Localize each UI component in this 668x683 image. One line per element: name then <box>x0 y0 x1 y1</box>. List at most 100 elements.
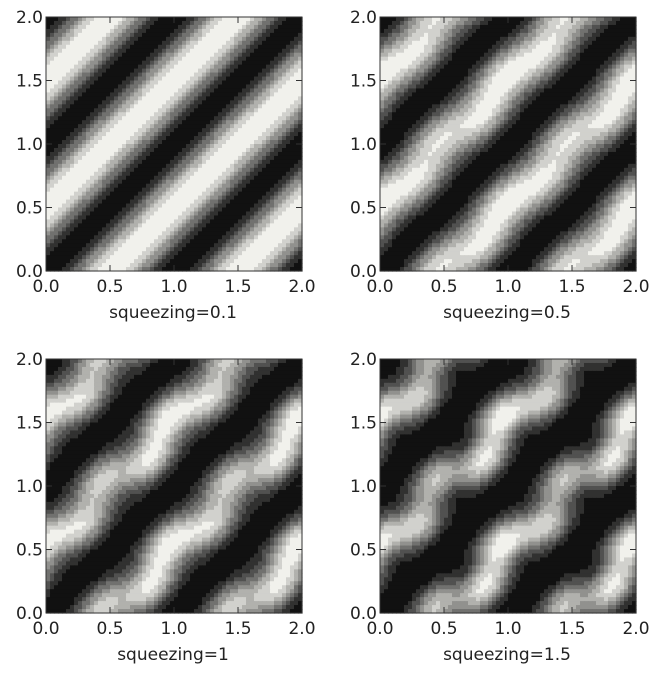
x-tick-label: 0.0 <box>32 277 59 297</box>
contour-cell <box>408 52 413 58</box>
contour-cell <box>226 255 231 260</box>
contour-cell <box>234 32 239 38</box>
contour-cell <box>70 116 75 121</box>
contour-cell <box>218 128 223 133</box>
contour-cell <box>238 263 243 268</box>
contour-cell <box>250 243 255 248</box>
contour-cell <box>70 163 75 169</box>
contour-cell <box>162 72 167 78</box>
contour-cell <box>166 231 171 236</box>
contour-cell <box>86 163 91 169</box>
contour-cell <box>254 88 259 94</box>
contour-cell <box>158 219 163 224</box>
contour-cell <box>58 171 63 177</box>
contour-cell <box>114 215 119 221</box>
contour-cell <box>122 255 127 260</box>
contour-cell <box>286 76 291 82</box>
contour-cell <box>246 24 251 30</box>
contour-cell <box>130 247 135 252</box>
contour-cell <box>50 259 55 264</box>
contour-cell <box>230 108 235 113</box>
contour-cell <box>504 24 509 30</box>
contour-cell <box>130 151 135 157</box>
contour-cell <box>98 68 103 74</box>
contour-cell <box>62 136 67 141</box>
contour-cell <box>234 76 239 82</box>
contour-cell <box>202 207 207 213</box>
contour-cell <box>214 100 219 105</box>
contour-cell <box>50 159 55 165</box>
contour-cell <box>572 24 577 30</box>
contour-cell <box>66 199 71 205</box>
contour-cell <box>130 259 135 264</box>
contour-cell <box>82 84 87 90</box>
contour-cell <box>110 96 115 101</box>
contour-cell <box>74 104 79 109</box>
contour-cell <box>90 72 95 78</box>
contour-cell <box>102 259 107 264</box>
contour-cell <box>262 187 267 193</box>
contour-cell <box>54 239 59 244</box>
contour-cell <box>404 64 409 70</box>
contour-cell <box>250 231 255 236</box>
contour-cell <box>58 17 63 22</box>
contour-cell <box>70 263 75 268</box>
contour-cell <box>98 211 103 217</box>
contour-cell <box>298 116 303 121</box>
contour-cell <box>194 215 199 221</box>
contour-cell <box>488 60 493 66</box>
contour-cell <box>198 20 203 26</box>
contour-cell <box>182 243 187 248</box>
contour-cell <box>74 20 79 26</box>
contour-cell <box>202 128 207 133</box>
contour-cell <box>504 44 509 50</box>
contour-cell <box>448 32 453 38</box>
contour-cell <box>206 243 211 248</box>
contour-cell <box>162 167 167 173</box>
contour-cell <box>242 24 247 30</box>
contour-cell <box>126 48 131 54</box>
contour-cell <box>174 124 179 129</box>
contour-cell <box>50 88 55 94</box>
contour-cell <box>162 136 167 141</box>
contour-cell <box>254 163 259 169</box>
contour-cell <box>242 163 247 169</box>
contour-cell <box>206 163 211 169</box>
contour-cell <box>452 56 457 62</box>
contour-cell <box>118 104 123 109</box>
contour-cell <box>392 24 397 30</box>
contour-cell <box>206 239 211 244</box>
contour-cell <box>632 60 637 66</box>
contour-cell <box>162 100 167 105</box>
contour-cell <box>58 255 63 260</box>
contour-cell <box>126 203 131 209</box>
contour-cell <box>206 155 211 161</box>
contour-cell <box>274 28 279 34</box>
contour-cell <box>396 32 401 38</box>
contour-cell <box>50 64 55 70</box>
contour-cell <box>258 259 263 264</box>
contour-cell <box>198 60 203 66</box>
contour-cell <box>246 84 251 90</box>
contour-cell <box>50 128 55 133</box>
contour-cell <box>126 147 131 153</box>
contour-cell <box>142 120 147 125</box>
contour-cell <box>170 48 175 54</box>
contour-cell <box>94 263 99 268</box>
contour-cell <box>222 96 227 101</box>
contour-cell <box>86 136 91 141</box>
contour-cell <box>62 195 67 201</box>
contour-cell <box>218 223 223 228</box>
contour-cell <box>110 44 115 50</box>
contour-cell <box>278 64 283 70</box>
contour-cell <box>166 92 171 97</box>
contour-cell <box>98 267 103 272</box>
contour-cell <box>174 72 179 78</box>
contour-cell <box>114 179 119 185</box>
contour-cell <box>178 251 183 256</box>
contour-cell <box>476 17 481 22</box>
contour-cell <box>106 120 111 125</box>
contour-cell <box>226 124 231 129</box>
contour-cell <box>94 112 99 117</box>
contour-cell <box>118 32 123 38</box>
